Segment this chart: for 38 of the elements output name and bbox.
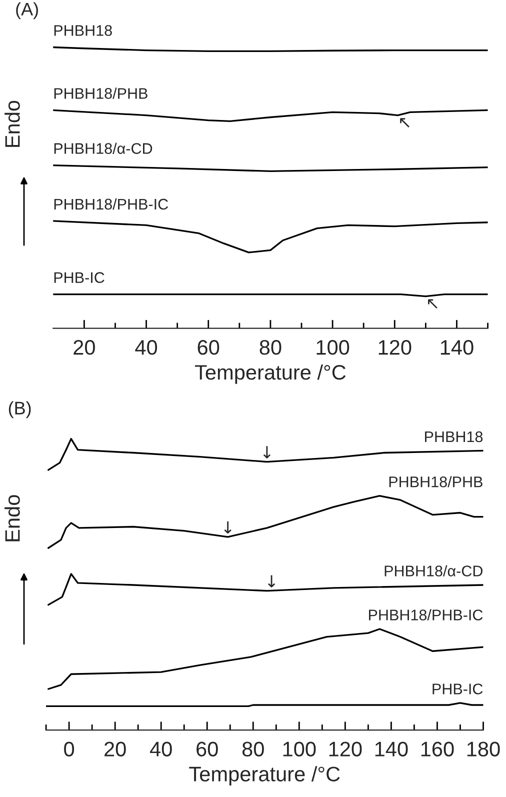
series-label: PHBH18 (54, 25, 112, 36)
y-axis-title: Endo (4, 100, 20, 147)
x-tick-label: 180 (467, 742, 500, 756)
annotation: ↖ (428, 299, 438, 309)
x-tick-label: 80 (242, 742, 264, 756)
x-tick-label: 60 (196, 742, 218, 756)
series-label: PHB-IC (432, 684, 483, 694)
x-tick-label: 140 (375, 742, 408, 756)
x-axis-title: Temperature /°C (189, 766, 340, 786)
series-label: PHBH18/PHB (389, 476, 482, 488)
y-axis-title: Endo (4, 495, 20, 542)
x-axis-title: Temperature /°C (194, 364, 346, 384)
x-tick-label: 100 (316, 340, 350, 355)
x-tick-label: 100 (283, 742, 316, 756)
x-tick-label: 40 (135, 340, 158, 355)
annotation: ↓ (268, 575, 276, 588)
x-tick-label: 120 (378, 340, 412, 355)
series-label: PHBH18/PHB-IC (369, 609, 483, 620)
x-tick-label: 60 (198, 340, 220, 355)
x-tick-label: 80 (260, 340, 282, 355)
series-label: PHBH18/α-CD (384, 565, 482, 576)
x-tick-label: 20 (104, 742, 126, 756)
series-label: PHBH18/PHB (54, 88, 148, 99)
x-tick-label: 40 (150, 742, 172, 756)
x-tick-label: 160 (421, 742, 454, 756)
x-tick-label: 140 (440, 340, 474, 355)
x-tick-label: 20 (74, 340, 95, 355)
series-label: PHBH18/PHB-IC (54, 198, 168, 210)
annotation: ↓ (224, 521, 232, 534)
annotation: ↓ (263, 446, 270, 458)
x-tick-label: 120 (329, 742, 362, 756)
x-tick-label: 0 (64, 742, 74, 756)
chart-title: (A) (16, 2, 38, 20)
chart-title: (B) (8, 401, 31, 418)
series-label: PHBH18/α-CD (54, 142, 152, 154)
series-label: PHB-IC (54, 272, 104, 283)
annotation: ↖ (400, 118, 410, 128)
series-label: PHBH18 (425, 431, 483, 442)
